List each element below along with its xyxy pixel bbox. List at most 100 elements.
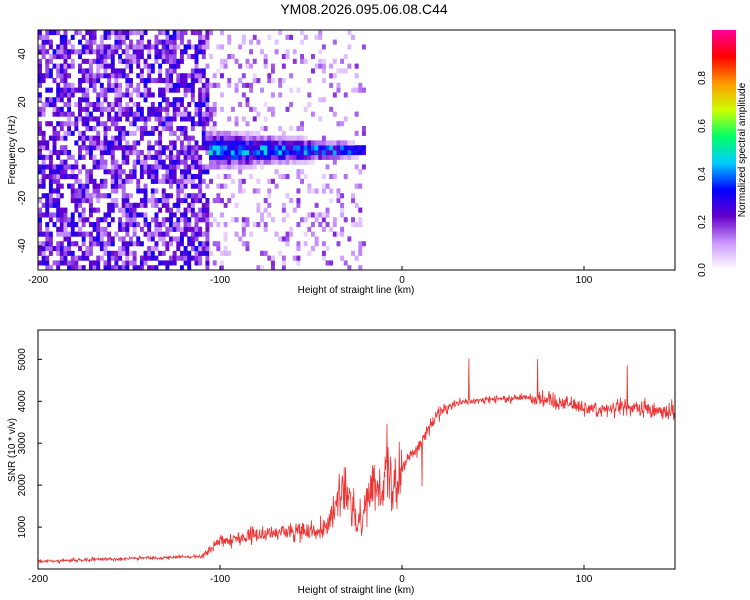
spectrogram-cell xyxy=(354,87,359,93)
spectrogram-cell xyxy=(129,58,133,64)
spectrogram-cell xyxy=(103,58,108,64)
spectrogram-cell xyxy=(45,63,50,69)
spectrogram-cell xyxy=(227,140,232,146)
spectrogram-cell xyxy=(103,54,108,60)
spectrogram-cell xyxy=(190,178,195,184)
spectrogram-cell xyxy=(176,63,181,69)
spectrogram-cell xyxy=(96,188,101,194)
spectrogram-cell xyxy=(96,159,101,165)
spectrogram-cell xyxy=(139,212,144,218)
spectrogram-cell xyxy=(183,135,188,141)
spectrogram-cell xyxy=(110,188,115,194)
spectrogram-cell xyxy=(92,106,97,112)
spectrogram-cell xyxy=(143,126,148,132)
spectrogram-cell xyxy=(307,140,312,146)
spectrogram-cell xyxy=(216,241,221,247)
spectrogram-cell xyxy=(292,154,297,160)
spectrogram-cell xyxy=(125,102,130,108)
spectrogram-cell xyxy=(147,226,152,232)
spectrogram-cell xyxy=(139,174,144,180)
spectrogram-cell xyxy=(179,49,184,55)
spectrogram-cell xyxy=(165,116,170,122)
spectrogram-cell xyxy=(70,241,75,247)
spectrogram-cell xyxy=(118,116,123,122)
spectrogram-cell xyxy=(78,202,82,208)
spectrogram-cell xyxy=(150,68,155,74)
spectrogram-cell xyxy=(267,135,272,141)
spectrogram-cell xyxy=(281,265,286,271)
spectrogram-cell xyxy=(70,87,75,93)
spectrogram-cell xyxy=(190,159,195,165)
spectrogram-cell xyxy=(209,154,214,160)
spectrogram-cell xyxy=(103,164,108,170)
spectrogram-cell xyxy=(303,150,308,156)
spectrogram-cell xyxy=(103,159,108,165)
spectrogram-cell xyxy=(296,126,301,132)
spectrogram-cell xyxy=(274,150,279,156)
spectrogram-cell xyxy=(96,198,101,204)
spectrogram-cell xyxy=(59,226,64,232)
spectrogram-cell xyxy=(252,34,257,40)
spectrogram-cell xyxy=(70,44,75,50)
spectrogram-cell xyxy=(158,222,163,228)
spectrogram-cell xyxy=(223,63,228,69)
spectrogram-cell xyxy=(154,164,159,170)
spectrogram-cell xyxy=(351,140,355,146)
spectrogram-cell xyxy=(318,49,323,55)
spectrogram-cell xyxy=(67,150,72,156)
spectrogram-cell xyxy=(70,169,75,175)
spectrogram-cell xyxy=(45,174,50,180)
spectrogram-cell xyxy=(351,250,355,256)
spectrogram-cell xyxy=(205,140,210,146)
spectrogram-cell xyxy=(270,111,275,117)
spectrogram-cell xyxy=(263,154,268,160)
spectrogram-cell xyxy=(278,145,283,151)
spectrogram-cell xyxy=(314,241,319,247)
spectrogram-cell xyxy=(234,202,239,208)
spectrogram-cell xyxy=(132,231,137,237)
spectrogram-cell xyxy=(114,202,119,208)
spectrogram-cell xyxy=(169,82,173,88)
spectrogram-cell xyxy=(114,188,119,194)
spectrogram-cell xyxy=(67,154,72,160)
spectrogram-cell xyxy=(245,140,250,146)
spectrogram-cell xyxy=(205,222,210,228)
spectrogram-cell xyxy=(59,63,64,69)
spectrogram-cell xyxy=(154,198,159,204)
spectrogram-cell xyxy=(172,54,177,60)
spectrogram-cell xyxy=(63,174,68,180)
spectrogram-cell xyxy=(220,164,224,170)
spectrogram-cell xyxy=(205,34,210,40)
spectrogram-cell xyxy=(252,222,257,228)
spectrogram-cell xyxy=(147,145,152,151)
spectrogram-y-label: Frequency (Hz) xyxy=(7,116,18,185)
spectrogram-cell xyxy=(107,73,112,79)
spectrogram-cell xyxy=(270,154,275,160)
spectrogram-cell xyxy=(118,226,123,232)
spectrogram-cell xyxy=(59,241,64,247)
spectrogram-cell xyxy=(103,241,108,247)
spectrogram-cell xyxy=(158,164,163,170)
spectrogram-cell xyxy=(129,130,133,136)
spectrogram-cell xyxy=(96,49,101,55)
spectrogram-cell xyxy=(92,154,97,160)
spectrogram-cell xyxy=(198,212,203,218)
spectrogram-cell xyxy=(176,183,181,189)
spectrogram-cell xyxy=(289,135,294,141)
spectrogram-cell xyxy=(150,202,155,208)
spectrogram-cell xyxy=(329,150,334,156)
spectrogram-cell xyxy=(172,159,177,165)
spectrogram-cell xyxy=(85,169,90,175)
spectrogram-cell xyxy=(139,198,144,204)
spectrogram-cell xyxy=(343,68,348,74)
spectrogram-cell xyxy=(92,82,97,88)
snr-y-tick-label: 1000 xyxy=(17,516,28,539)
spectrogram-cell xyxy=(256,78,261,84)
spectrogram-cell xyxy=(179,78,184,84)
spectrogram-cell xyxy=(300,121,305,127)
spectrogram-cell xyxy=(129,111,133,117)
spectrogram-cell xyxy=(70,198,75,204)
spectrogram-cell xyxy=(336,188,341,194)
spectrogram-cell xyxy=(172,63,177,69)
spectrogram-cell xyxy=(110,44,115,50)
